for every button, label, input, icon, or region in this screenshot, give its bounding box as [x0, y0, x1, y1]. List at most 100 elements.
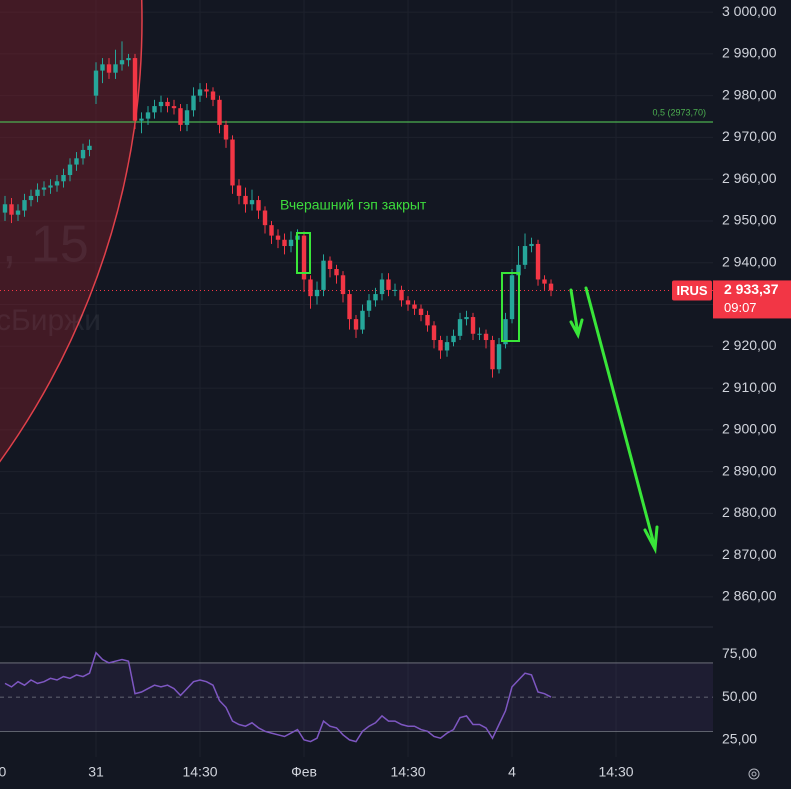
y-tick-label: 2 860,00 — [722, 588, 777, 604]
y-tick-label: 3 000,00 — [722, 3, 777, 19]
candle-body — [74, 158, 79, 165]
highlight-box — [501, 272, 520, 342]
candle-body — [204, 89, 209, 92]
y-tick-label: 2 870,00 — [722, 546, 777, 562]
candle-body — [54, 181, 60, 186]
candle-body — [22, 200, 27, 211]
candle-body — [516, 264, 521, 276]
candle-body — [535, 243, 541, 280]
candle-body — [236, 185, 242, 196]
candle-body — [347, 294, 352, 320]
candle-body — [139, 118, 144, 121]
y-tick-label: 2 880,00 — [722, 504, 777, 520]
candle-body — [483, 333, 489, 341]
candle-body — [392, 289, 398, 291]
candle-body — [399, 289, 404, 301]
x-tick-label: Фев — [291, 764, 317, 780]
candle-body — [61, 175, 66, 182]
candle-body — [548, 283, 554, 291]
candle-body — [126, 58, 131, 61]
candle-body — [262, 210, 268, 226]
candle-body — [93, 70, 99, 96]
candle-body — [288, 239, 294, 247]
candle-body — [431, 325, 437, 341]
candle-body — [379, 279, 385, 295]
candle-body — [366, 300, 372, 311]
candle-body — [106, 64, 112, 73]
candle-body — [210, 91, 216, 100]
candle-body — [243, 195, 248, 205]
candle-body — [197, 89, 203, 96]
ticker-box — [672, 280, 712, 301]
candle-body — [35, 189, 40, 196]
candle-body — [28, 195, 34, 201]
y-tick-label: 2 890,00 — [722, 462, 777, 478]
axis: 2 860,00 2 870,00 2 880,00 2 890,00 2 900,00… — [0, 3, 791, 780]
y-tick-label: 2 980,00 — [722, 86, 777, 102]
y-tick-label: 50,00 — [722, 688, 757, 704]
countdown: 09:07 — [724, 300, 757, 315]
last-price-label: 2 933,37 — [724, 281, 779, 297]
candle-body — [314, 289, 320, 297]
candle-body — [444, 342, 450, 351]
candle-body — [470, 317, 476, 334]
candle-body — [438, 340, 443, 351]
price-box — [713, 280, 791, 319]
ticker: IRUS — [676, 283, 707, 298]
candle-body — [412, 304, 417, 309]
arrow — [569, 288, 580, 336]
candle-body — [308, 279, 313, 297]
candle-body — [282, 239, 287, 247]
candle-body — [334, 269, 339, 276]
candle-body — [158, 101, 164, 107]
candle-body — [529, 243, 534, 247]
marks: 0,5 (2973,70) — [0, 41, 713, 743]
candle-body — [2, 204, 8, 213]
x-tick-label: 14:30 — [390, 764, 425, 780]
x-tick-label: 30 — [0, 764, 7, 780]
settings-icon[interactable] — [748, 768, 760, 780]
candle-body — [132, 58, 138, 121]
candle-body — [178, 108, 183, 125]
x-tick-label: 31 — [88, 764, 104, 780]
y-tick-label: 2 960,00 — [722, 170, 777, 186]
candle-body — [217, 99, 222, 125]
candle-body — [41, 187, 47, 190]
candle-body — [152, 106, 157, 113]
candle-body — [269, 225, 274, 236]
y-tick-label: 2 910,00 — [722, 379, 777, 395]
candle-body — [496, 344, 502, 370]
y-tick-label: 2 970,00 — [722, 128, 777, 144]
candle-body — [386, 279, 391, 290]
candle-body — [275, 235, 281, 240]
candle-body — [321, 260, 326, 290]
y-tick-label: 2 940,00 — [722, 253, 777, 269]
candle-body — [191, 95, 196, 111]
watermark: , 15 — [2, 216, 89, 274]
candle-body — [451, 335, 456, 343]
watermark: сБиржи — [0, 304, 101, 337]
grid — [0, 0, 713, 757]
y-tick-label: 75,00 — [722, 645, 757, 661]
candle-body — [87, 145, 92, 150]
candle-body — [113, 64, 118, 73]
arrow — [584, 286, 657, 550]
candle-body — [353, 319, 359, 330]
arrow-head — [569, 318, 584, 340]
candle-body — [477, 333, 482, 335]
candle-body — [522, 246, 528, 265]
candle-body — [457, 319, 463, 336]
candle-body — [249, 200, 255, 205]
y-tick-label: 2 990,00 — [722, 45, 777, 61]
candle-body — [100, 64, 105, 71]
highlight-box — [296, 232, 311, 274]
level-label: 0,5 (2973,70) — [652, 107, 706, 117]
candle-body — [405, 300, 411, 305]
candle-body — [223, 124, 229, 140]
candle-body — [327, 260, 333, 270]
candle-body — [418, 308, 424, 315]
candle-body — [119, 60, 125, 65]
y-tick-label: 25,00 — [722, 731, 757, 747]
candle-body — [301, 235, 307, 280]
